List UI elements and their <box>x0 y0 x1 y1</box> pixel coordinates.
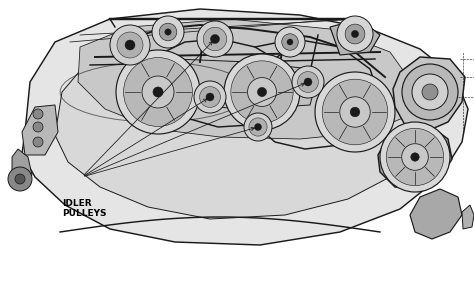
Circle shape <box>282 34 298 50</box>
Polygon shape <box>410 189 462 239</box>
Circle shape <box>422 84 438 100</box>
Polygon shape <box>330 19 380 55</box>
Circle shape <box>298 71 319 92</box>
Circle shape <box>386 128 444 186</box>
Circle shape <box>124 58 192 127</box>
Circle shape <box>247 77 276 106</box>
Circle shape <box>15 174 25 184</box>
Circle shape <box>194 81 226 113</box>
Circle shape <box>33 137 43 147</box>
Circle shape <box>231 61 293 123</box>
Polygon shape <box>12 149 32 182</box>
Circle shape <box>110 25 150 65</box>
Circle shape <box>340 97 370 127</box>
Circle shape <box>402 64 458 120</box>
Polygon shape <box>378 127 452 189</box>
Circle shape <box>33 109 43 119</box>
Polygon shape <box>155 59 315 109</box>
Circle shape <box>304 78 312 86</box>
Circle shape <box>292 66 324 98</box>
Circle shape <box>165 29 171 35</box>
Polygon shape <box>55 27 420 219</box>
Circle shape <box>401 144 428 170</box>
Circle shape <box>117 32 143 58</box>
Polygon shape <box>240 69 270 104</box>
Circle shape <box>197 21 233 57</box>
Circle shape <box>345 24 365 44</box>
Circle shape <box>159 23 177 41</box>
Text: IDLER: IDLER <box>62 199 91 208</box>
Circle shape <box>351 30 359 38</box>
Circle shape <box>8 167 32 191</box>
Circle shape <box>244 113 272 141</box>
Polygon shape <box>462 205 474 229</box>
Circle shape <box>116 50 200 134</box>
Text: PULLEYS: PULLEYS <box>62 209 107 218</box>
Circle shape <box>224 54 300 130</box>
Circle shape <box>380 122 450 192</box>
Circle shape <box>322 79 388 145</box>
Circle shape <box>142 76 174 108</box>
Circle shape <box>200 87 220 107</box>
Polygon shape <box>22 9 468 245</box>
Polygon shape <box>22 105 58 155</box>
Circle shape <box>125 40 135 50</box>
Circle shape <box>255 123 262 131</box>
Circle shape <box>203 27 227 51</box>
Circle shape <box>337 16 373 52</box>
Circle shape <box>287 39 293 45</box>
Circle shape <box>206 93 214 101</box>
Polygon shape <box>78 19 415 139</box>
Circle shape <box>249 118 267 136</box>
Circle shape <box>210 34 219 44</box>
Circle shape <box>412 74 448 110</box>
Circle shape <box>152 16 184 48</box>
Circle shape <box>275 27 305 57</box>
Circle shape <box>257 88 266 96</box>
Circle shape <box>153 87 163 97</box>
Polygon shape <box>393 57 465 132</box>
Circle shape <box>315 72 395 152</box>
Circle shape <box>411 153 419 161</box>
Circle shape <box>350 107 360 117</box>
Circle shape <box>33 122 43 132</box>
